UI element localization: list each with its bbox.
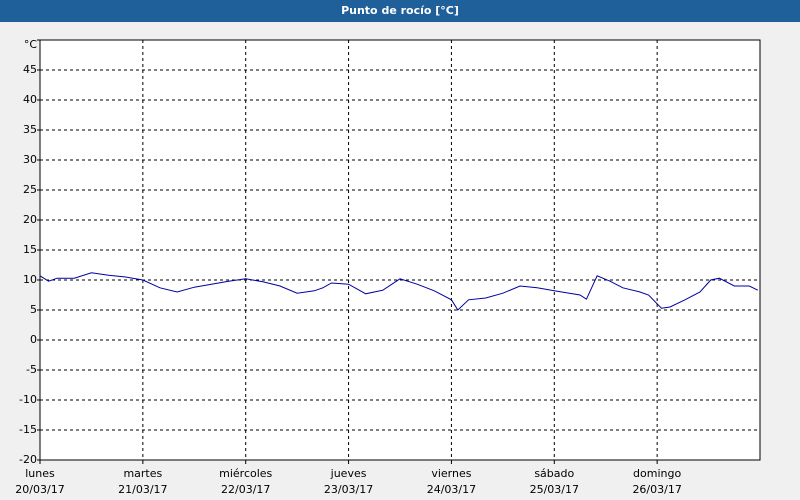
x-tick-label: 24/03/17 [427, 483, 476, 496]
y-tick-label: -5 [26, 363, 37, 376]
x-tick-label: miércoles [219, 467, 272, 480]
y-tick-label: °C [24, 38, 38, 51]
x-tick-label: jueves [330, 467, 367, 480]
y-tick-label: 10 [23, 273, 37, 286]
y-tick-label: 0 [30, 333, 37, 346]
y-tick-label: 35 [23, 123, 37, 136]
x-tick-label: 21/03/17 [118, 483, 167, 496]
y-tick-label: -20 [19, 453, 37, 466]
y-tick-label: 40 [23, 93, 37, 106]
y-tick-label: -15 [19, 423, 37, 436]
x-tick-label: martes [123, 467, 162, 480]
data-line [39, 272, 759, 311]
y-tick-label: -10 [19, 393, 37, 406]
y-tick-label: 45 [23, 63, 37, 76]
chart-title: Punto de rocío [°C] [341, 4, 459, 17]
x-tick-label: 22/03/17 [221, 483, 270, 496]
x-tick-label: sábado [534, 467, 574, 480]
y-tick-label: 15 [23, 243, 37, 256]
x-tick-label: domingo [633, 467, 681, 480]
y-tick-label: 5 [30, 303, 37, 316]
x-tick-label: 20/03/17 [15, 483, 64, 496]
x-tick-label: 23/03/17 [324, 483, 373, 496]
title-bar [0, 0, 800, 22]
y-tick-label: 20 [23, 213, 37, 226]
x-tick-label: 26/03/17 [632, 483, 681, 496]
x-tick-label: viernes [431, 467, 471, 480]
x-tick-label: 25/03/17 [530, 483, 579, 496]
y-tick-label: 30 [23, 153, 37, 166]
y-tick-label: 25 [23, 183, 37, 196]
x-tick-label: lunes [25, 467, 55, 480]
